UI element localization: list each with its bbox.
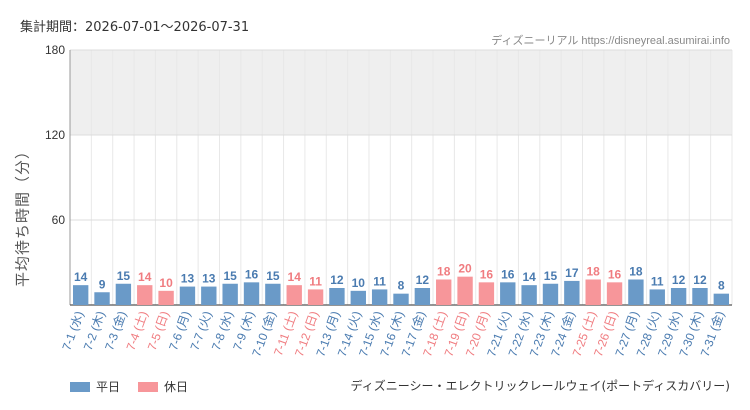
data-label: 17 bbox=[565, 266, 579, 280]
data-label: 20 bbox=[458, 262, 472, 276]
data-label: 12 bbox=[693, 273, 707, 287]
bar bbox=[457, 276, 473, 305]
bar bbox=[115, 283, 132, 305]
bar bbox=[137, 285, 153, 305]
bar bbox=[158, 290, 174, 305]
data-label: 14 bbox=[138, 270, 152, 284]
bar bbox=[286, 285, 302, 305]
period-label: 集計期間：2026-07-01～2026-07-31 bbox=[20, 20, 250, 35]
bar bbox=[585, 279, 601, 305]
bar bbox=[564, 280, 580, 305]
data-label: 13 bbox=[181, 272, 195, 286]
bar bbox=[179, 286, 196, 305]
data-label: 11 bbox=[309, 274, 322, 288]
legend-swatch-weekday bbox=[70, 381, 90, 392]
data-label: 14 bbox=[522, 270, 536, 284]
y-tick-label: 180 bbox=[45, 43, 65, 57]
bar bbox=[521, 285, 537, 305]
bar bbox=[542, 283, 559, 305]
data-label: 16 bbox=[608, 267, 622, 281]
bar bbox=[500, 282, 516, 305]
site-credit: ディズニーリアル https://disneyreal.asumirai.inf… bbox=[491, 35, 730, 47]
bar bbox=[201, 286, 217, 305]
y-tick-label: 60 bbox=[52, 213, 66, 227]
legend-label-weekday: 平日 bbox=[96, 380, 121, 394]
bar bbox=[478, 282, 495, 305]
legend-item-holiday: 休日 bbox=[138, 378, 188, 395]
data-label: 11 bbox=[651, 274, 664, 288]
bar bbox=[72, 285, 89, 305]
data-label: 16 bbox=[245, 267, 259, 281]
bar bbox=[243, 282, 260, 305]
data-label: 12 bbox=[416, 273, 430, 287]
legend-swatch-holiday bbox=[138, 381, 159, 392]
bar bbox=[307, 289, 324, 305]
data-label: 15 bbox=[266, 269, 280, 283]
data-label: 18 bbox=[587, 265, 601, 279]
data-label: 18 bbox=[629, 265, 643, 279]
data-label: 16 bbox=[480, 267, 494, 281]
data-label: 12 bbox=[330, 273, 344, 287]
data-label: 15 bbox=[544, 269, 558, 283]
legend-item-weekday: 平日 bbox=[70, 378, 120, 395]
y-tick-label: 120 bbox=[45, 128, 65, 142]
bar bbox=[94, 292, 110, 305]
data-label: 9 bbox=[99, 277, 106, 291]
bar bbox=[649, 289, 665, 305]
band-high-wait bbox=[70, 50, 732, 135]
data-label: 8 bbox=[718, 279, 725, 293]
data-label: 18 bbox=[437, 265, 451, 279]
legend: 平日 休日 bbox=[70, 378, 188, 395]
data-label: 16 bbox=[501, 267, 515, 281]
data-label: 14 bbox=[74, 270, 88, 284]
attraction-name: ディズニーシー・エレクトリックレールウェイ(ポートディスカバリー) bbox=[350, 379, 730, 393]
legend-label-holiday: 休日 bbox=[164, 380, 189, 394]
data-label: 15 bbox=[223, 269, 237, 283]
bar bbox=[414, 288, 431, 305]
bar bbox=[628, 279, 644, 305]
bar bbox=[692, 288, 708, 305]
bar bbox=[713, 293, 730, 305]
data-label: 10 bbox=[352, 276, 366, 290]
data-label: 13 bbox=[202, 272, 216, 286]
data-label: 10 bbox=[159, 276, 173, 290]
bar bbox=[606, 282, 623, 305]
data-label: 11 bbox=[373, 274, 386, 288]
bar bbox=[670, 288, 687, 305]
data-label: 15 bbox=[117, 269, 131, 283]
bar bbox=[222, 283, 238, 305]
data-label: 8 bbox=[398, 279, 405, 293]
bar bbox=[371, 289, 388, 305]
bar bbox=[265, 283, 281, 305]
data-label: 12 bbox=[672, 273, 686, 287]
bar bbox=[329, 288, 345, 305]
data-label: 14 bbox=[288, 270, 302, 284]
bar bbox=[393, 293, 409, 305]
bar bbox=[436, 279, 452, 305]
bar bbox=[350, 290, 366, 305]
